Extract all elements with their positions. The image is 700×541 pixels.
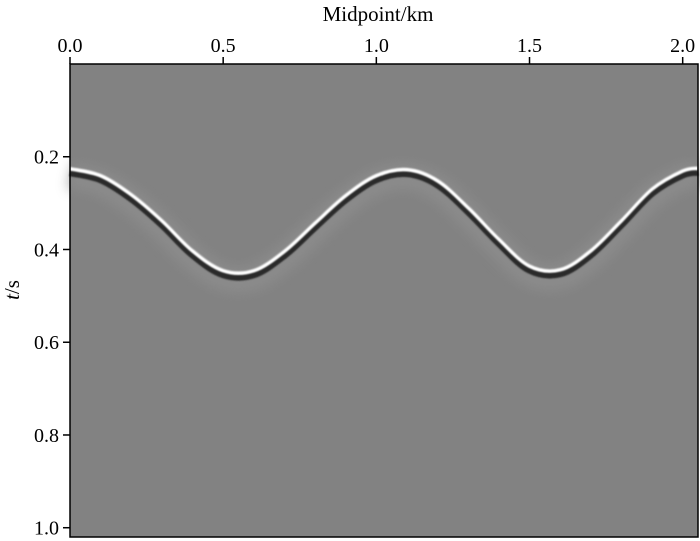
x-tick-label: 1.0 xyxy=(364,35,389,57)
x-tick-label: 1.5 xyxy=(517,35,542,57)
y-tick-label: 0.4 xyxy=(34,239,59,261)
x-tick-label: 0.5 xyxy=(211,35,236,57)
y-axis-title-rest: /s xyxy=(0,280,24,294)
y-tick-label: 1.0 xyxy=(34,518,59,540)
x-tick-label: 0.0 xyxy=(58,35,83,57)
y-axis-title: t/s xyxy=(0,280,24,300)
y-axis: 0.2 0.4 0.6 0.8 1.0 xyxy=(34,147,70,540)
y-tick-label: 0.2 xyxy=(34,147,59,169)
reflection-event xyxy=(67,162,700,294)
event-peak xyxy=(69,166,699,276)
x-axis: 0.0 0.5 1.0 1.5 2.0 xyxy=(58,35,695,64)
y-tick-label: 0.6 xyxy=(34,332,59,354)
x-axis-title: Midpoint/km xyxy=(323,2,434,26)
x-tick-label: 2.0 xyxy=(670,35,695,57)
event-shadow xyxy=(69,167,699,281)
y-axis-title-italic: t xyxy=(0,293,24,300)
plot-frame xyxy=(69,63,699,538)
y-tick-label: 0.8 xyxy=(34,425,59,447)
plot-background xyxy=(70,64,698,537)
